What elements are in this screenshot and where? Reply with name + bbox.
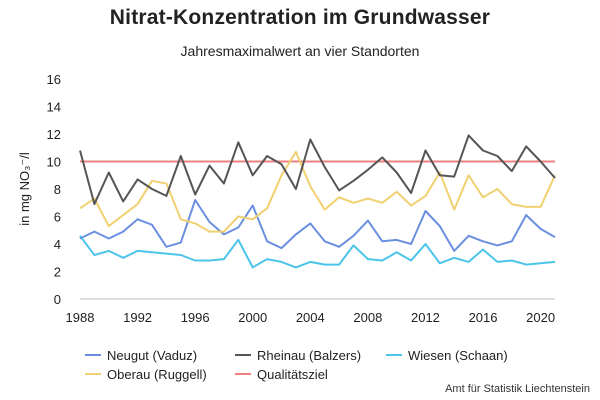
y-tick-label: 2 [54,265,61,280]
x-tick-label: 2004 [296,310,325,325]
y-tick-label: 14 [47,100,61,115]
chart-subtitle: Jahresmaximalwert an vier Standorten [180,43,420,59]
x-tick-label: 2016 [469,310,498,325]
legend-label: Rheinau (Balzers) [257,348,361,363]
legend: Neugut (Vaduz) Rheinau (Balzers) Wiesen (S… [85,348,508,382]
y-tick-label: 16 [47,72,61,87]
y-tick-label: 4 [54,237,61,252]
y-tick-label: 6 [54,210,61,225]
series-line-wiesen-schaan [79,235,556,269]
chart-title: Nitrat-Konzentration im Grundwasser [109,6,491,29]
y-axis-label: in mg NO₃⁻/l [17,152,32,226]
series-lines [79,134,556,269]
x-tick-label: 2000 [238,310,267,325]
x-tick-label: 2008 [353,310,382,325]
series-line-neugut-vaduz [79,199,556,252]
x-tick-label: 1988 [66,310,95,325]
x-tick-label: 1992 [123,310,152,325]
x-axis-ticks: 1988 1992 1996 2000 2004 2008 2012 2016 2020 [66,310,556,325]
legend-label: Oberau (Ruggell) [107,367,207,382]
legend-label: Qualitätsziel [257,367,328,382]
x-tick-label: 2020 [526,310,555,325]
x-tick-label: 1996 [181,310,210,325]
y-axis-ticks: 0 2 4 6 8 10 12 14 16 [47,72,61,307]
y-tick-label: 0 [54,292,61,307]
source-note: Amt für Statistik Liechtenstein [445,383,590,395]
legend-label: Neugut (Vaduz) [107,348,197,363]
x-tick-label: 2012 [411,310,440,325]
y-tick-label: 8 [54,182,61,197]
series-line-rheinau-balzers [79,134,556,206]
y-tick-label: 12 [47,127,61,142]
y-tick-label: 10 [47,155,61,170]
series-line-oberau-ruggell [79,150,556,233]
legend-label: Wiesen (Schaan) [408,348,508,363]
